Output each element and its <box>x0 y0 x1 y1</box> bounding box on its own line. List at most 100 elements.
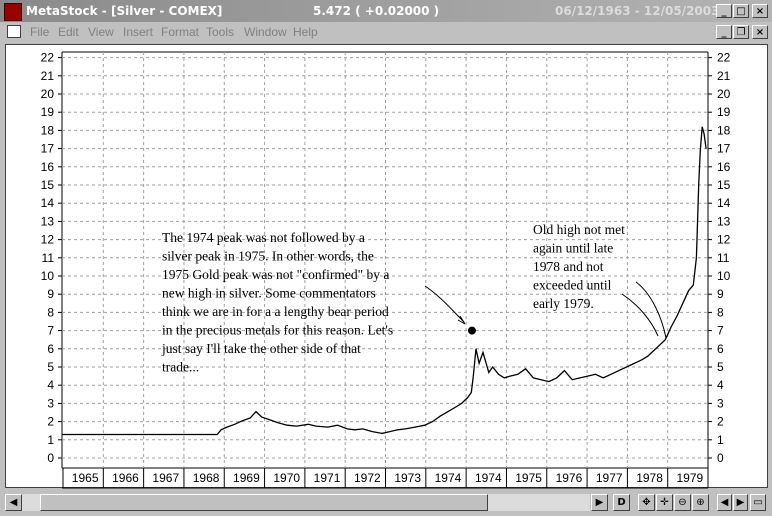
y-tick-label-right: 15 <box>717 178 731 192</box>
y-tick-label-right: 22 <box>717 51 731 65</box>
menu-help[interactable]: Help <box>293 25 318 39</box>
y-tick-label-right: 11 <box>717 251 730 265</box>
y-tick-label-right: 8 <box>717 305 724 319</box>
y-tick-label-right: 12 <box>717 233 731 247</box>
title-bar: MetaStock - [Silver - COMEX] 5.472 ( +0.… <box>0 0 772 22</box>
annotation-1974-text: in the precious metals for this reason. … <box>162 323 393 338</box>
menu-insert[interactable]: Insert <box>123 25 154 39</box>
menu-bar: File Edit View Insert Format Tools Windo… <box>0 22 772 42</box>
minimize-button[interactable]: _ <box>716 4 732 18</box>
annotation-1974-text: 1975 Gold peak was not "confirmed" by a <box>162 267 389 282</box>
menu-window[interactable]: Window <box>244 25 287 39</box>
x-tick-label: 1979 <box>677 471 704 485</box>
y-tick-label-right: 18 <box>717 123 731 137</box>
last-price-readout: 5.472 ( +0.02000 ) <box>313 4 440 18</box>
y-tick-label-right: 21 <box>717 69 731 83</box>
annotation-1974-text: silver peak in 1975. In other words, the <box>162 249 374 264</box>
y-tick-label-right: 10 <box>717 269 731 283</box>
y-tick-label-left: 0 <box>47 451 54 465</box>
maximize-button[interactable]: □ <box>733 4 749 18</box>
annotation-1978-text: 1978 and not <box>533 259 604 274</box>
y-tick-label-left: 8 <box>47 305 54 319</box>
doc-close-button[interactable]: × <box>752 25 768 39</box>
zoom-out-button[interactable]: ⊖ <box>674 494 691 511</box>
annotation-1974-text: new high in silver. Some commentators <box>162 286 376 301</box>
document-icon[interactable] <box>7 25 21 38</box>
y-tick-label-right: 19 <box>717 105 731 119</box>
y-tick-label-left: 10 <box>41 269 55 283</box>
y-tick-label-right: 2 <box>717 415 724 429</box>
y-tick-label-right: 16 <box>717 160 731 174</box>
annotation-1974-text: just say I'll take the other side of tha… <box>161 341 361 356</box>
y-tick-label-left: 21 <box>41 69 55 83</box>
box-tool-button[interactable]: ▭ <box>750 494 766 511</box>
close-button[interactable]: × <box>752 4 768 18</box>
y-tick-label-left: 14 <box>41 196 55 210</box>
zoom-in-button[interactable]: ⊕ <box>692 494 709 511</box>
window-title: MetaStock - [Silver - COMEX] <box>26 4 223 18</box>
menu-tools[interactable]: Tools <box>206 25 235 39</box>
y-tick-label-right: 7 <box>717 324 724 338</box>
scrollbar-thumb[interactable] <box>40 494 488 511</box>
x-tick-label: 1974 <box>435 471 462 485</box>
pan-tool-button[interactable]: ✥ <box>638 494 655 511</box>
y-tick-label-left: 18 <box>41 123 55 137</box>
scroll-right-button[interactable]: ▶ <box>591 494 608 511</box>
x-tick-label: 1975 <box>515 471 542 485</box>
menu-format[interactable]: Format <box>161 25 200 39</box>
annotation-1974-arrowhead <box>457 315 466 325</box>
prev-page-button[interactable]: ◀ <box>717 494 732 511</box>
annotation-1974-text: trade... <box>162 360 199 375</box>
x-tick-label: 1970 <box>273 471 300 485</box>
metastock-app-icon[interactable] <box>4 3 22 21</box>
y-tick-label-left: 9 <box>47 287 54 301</box>
y-tick-label-left: 3 <box>47 396 54 410</box>
y-tick-label-left: 11 <box>42 251 55 265</box>
y-tick-label-left: 7 <box>47 324 54 338</box>
y-tick-label-left: 5 <box>47 360 54 374</box>
annotation-1978-text: Old high not met <box>533 222 625 237</box>
annotation-1978-pointer-1 <box>635 281 667 339</box>
y-tick-label-left: 12 <box>41 233 55 247</box>
y-tick-label-left: 6 <box>47 342 54 356</box>
y-tick-label-left: 19 <box>41 105 55 119</box>
y-tick-label-right: 0 <box>717 451 724 465</box>
next-page-button[interactable]: ▶ <box>733 494 748 511</box>
doc-minimize-button[interactable]: _ <box>716 25 732 39</box>
move-tool-button[interactable]: ✛ <box>656 494 673 511</box>
annotation-1978-pointer-2 <box>621 293 659 337</box>
x-tick-label: 1972 <box>354 471 381 485</box>
x-tick-label: 1971 <box>314 471 341 485</box>
y-tick-label-left: 15 <box>41 178 55 192</box>
y-tick-label-left: 22 <box>41 51 55 65</box>
chart-frame <box>5 44 768 488</box>
bottom-toolbar: ◀ ▶ D ✥ ✛ ⊖ ⊕ ◀ ▶ ▭ <box>0 490 772 516</box>
peak-1974-marker <box>467 326 476 335</box>
menu-edit[interactable]: Edit <box>58 25 79 39</box>
annotation-1974-pointer <box>424 285 465 323</box>
x-tick-label: 1967 <box>152 471 179 485</box>
y-tick-label-right: 9 <box>717 287 724 301</box>
y-tick-label-right: 6 <box>717 342 724 356</box>
x-tick-label: 1966 <box>112 471 139 485</box>
annotation-1978-text: early 1979. <box>533 296 594 311</box>
y-tick-label-right: 20 <box>717 87 731 101</box>
scroll-left-button[interactable]: ◀ <box>5 494 22 511</box>
x-tick-label: 1969 <box>233 471 260 485</box>
doc-restore-button[interactable]: ❐ <box>733 25 749 39</box>
y-tick-label-right: 4 <box>717 378 724 392</box>
y-tick-label-right: 14 <box>717 196 731 210</box>
menu-view[interactable]: View <box>88 25 114 39</box>
d-tool-button[interactable]: D <box>613 494 630 511</box>
y-tick-label-left: 1 <box>47 433 54 447</box>
date-range-readout: 06/12/1963 - 12/05/2003 <box>555 4 720 18</box>
y-tick-label-left: 2 <box>47 415 54 429</box>
annotation-1974-text: The 1974 peak was not followed by a <box>162 230 365 245</box>
x-tick-label: 1965 <box>72 471 99 485</box>
y-tick-label-right: 3 <box>717 396 724 410</box>
annotation-1974-text: think we are in for a a lengthy bear per… <box>162 304 389 319</box>
x-tick-label: 1973 <box>394 471 421 485</box>
y-tick-label-right: 5 <box>717 360 724 374</box>
menu-file[interactable]: File <box>30 25 50 39</box>
